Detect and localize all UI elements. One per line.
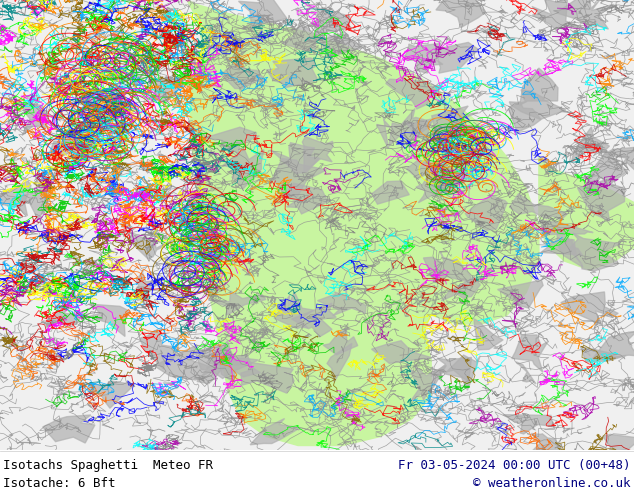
Polygon shape [389,109,430,146]
Polygon shape [267,58,318,88]
Polygon shape [318,284,366,316]
Polygon shape [435,43,479,73]
Polygon shape [503,415,554,434]
Polygon shape [385,79,443,109]
Polygon shape [209,291,266,315]
Polygon shape [270,143,320,173]
Text: © weatheronline.co.uk: © weatheronline.co.uk [474,477,631,490]
Polygon shape [512,335,548,372]
Polygon shape [410,366,446,402]
Text: Isotache: 6 Bft: Isotache: 6 Bft [3,477,115,490]
Polygon shape [223,59,267,89]
Polygon shape [315,8,349,40]
Polygon shape [0,181,31,216]
Polygon shape [465,196,507,230]
Polygon shape [12,182,51,219]
Polygon shape [372,341,432,364]
Polygon shape [274,292,314,329]
Polygon shape [404,44,443,73]
Polygon shape [603,435,634,453]
Polygon shape [430,358,472,382]
Polygon shape [76,96,113,110]
Polygon shape [586,150,628,192]
Polygon shape [49,304,81,327]
Polygon shape [207,341,259,382]
Polygon shape [441,277,480,301]
Polygon shape [532,0,583,31]
Polygon shape [316,34,366,56]
Polygon shape [207,344,261,378]
Polygon shape [474,319,503,350]
Polygon shape [540,220,593,235]
Polygon shape [432,163,471,194]
Polygon shape [88,304,130,337]
Polygon shape [241,362,294,393]
Polygon shape [292,303,336,337]
Polygon shape [187,0,539,445]
Polygon shape [223,149,264,189]
Polygon shape [327,343,352,382]
Polygon shape [22,101,48,136]
Polygon shape [569,233,620,271]
Polygon shape [510,194,567,220]
Polygon shape [372,181,410,204]
Polygon shape [520,68,558,105]
Polygon shape [406,153,460,181]
Polygon shape [139,331,179,369]
Polygon shape [436,0,485,27]
Polygon shape [561,292,618,325]
Polygon shape [377,115,391,148]
Polygon shape [604,147,634,170]
Polygon shape [406,119,434,136]
Polygon shape [525,434,569,466]
Polygon shape [580,346,626,362]
Polygon shape [42,415,95,443]
Polygon shape [578,180,624,221]
Polygon shape [557,0,614,29]
Polygon shape [87,381,134,408]
Polygon shape [432,106,478,138]
Polygon shape [593,331,634,360]
Polygon shape [195,346,241,384]
Polygon shape [250,418,301,445]
Polygon shape [444,355,480,390]
Polygon shape [154,345,210,380]
Polygon shape [539,157,634,270]
Text: Fr 03-05-2024 00:00 UTC (00+48): Fr 03-05-2024 00:00 UTC (00+48) [398,459,631,472]
Polygon shape [281,183,330,214]
Polygon shape [282,18,316,51]
Polygon shape [273,158,327,196]
Polygon shape [302,137,333,172]
Polygon shape [136,272,167,300]
Polygon shape [127,235,173,259]
Text: Isotachs Spaghetti  Meteo FR: Isotachs Spaghetti Meteo FR [3,459,213,472]
Polygon shape [516,362,536,384]
Polygon shape [416,167,450,203]
Polygon shape [509,90,566,120]
Polygon shape [508,102,541,132]
Polygon shape [204,127,259,155]
Polygon shape [559,239,583,268]
Polygon shape [571,127,609,160]
Polygon shape [49,134,96,165]
Polygon shape [323,330,358,355]
Polygon shape [238,0,287,29]
Polygon shape [498,280,543,308]
Polygon shape [424,252,472,283]
Polygon shape [541,227,583,255]
Polygon shape [151,78,185,102]
